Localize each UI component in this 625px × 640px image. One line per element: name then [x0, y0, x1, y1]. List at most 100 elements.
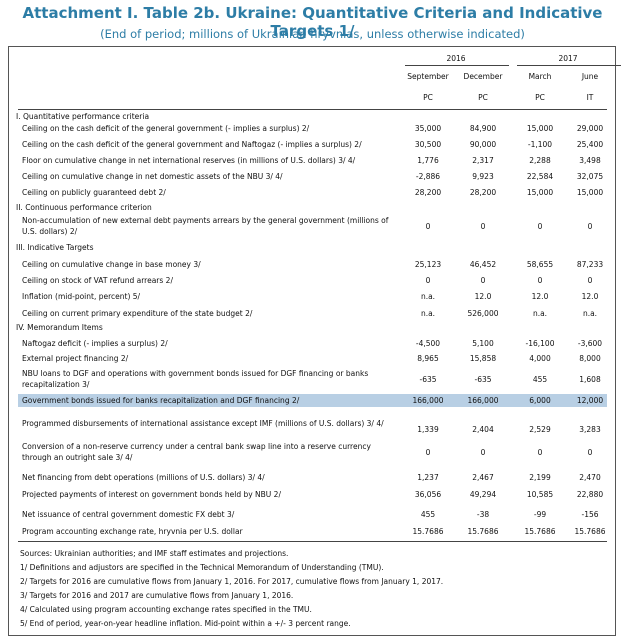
footnote: 1/ Definitions and adjustors are specifi…: [20, 563, 384, 572]
row-value: 10,585: [526, 490, 554, 499]
footnote: Sources: Ukrainian authorities; and IMF …: [20, 549, 289, 558]
row-label: Ceiling on cumulative change in base mon…: [22, 260, 201, 269]
row-value: n.a.: [420, 309, 436, 318]
row-value: n.a.: [420, 292, 436, 301]
row-value: 0: [480, 448, 486, 457]
row-value: 36,056: [414, 490, 442, 499]
row-value: 2,529: [529, 425, 551, 434]
code-header: PC: [478, 93, 488, 102]
row-value: 0: [425, 448, 431, 457]
row-value: 15.7686: [574, 527, 606, 536]
row-value: 3,283: [579, 425, 601, 434]
row-label: Program accounting exchange rate, hryvni…: [22, 527, 243, 536]
row-value: 87,233: [576, 260, 604, 269]
title: Attachment I. Table 2b. Ukraine: Quantit…: [22, 4, 603, 40]
row-label: Net issuance of central government domes…: [22, 510, 235, 519]
row-value: 4,000: [529, 354, 551, 363]
row-value: -156: [581, 510, 599, 519]
row-value: 8,000: [579, 354, 601, 363]
row-value: 12.0: [581, 292, 599, 301]
row-label: NBU loans to DGF and operations with gov…: [22, 369, 369, 389]
code-header: IT: [586, 93, 594, 102]
row-value: -2,886: [415, 172, 441, 181]
row-value: -38: [476, 510, 490, 519]
row-value: 22,584: [526, 172, 554, 181]
row-label: Government bonds issued for banks recapi…: [22, 396, 300, 405]
month-header: December: [463, 72, 503, 81]
row-value: 32,075: [576, 172, 604, 181]
year-rule: [517, 65, 621, 66]
year-header: 2016: [446, 54, 466, 63]
row-label: Projected payments of interest on govern…: [22, 490, 281, 499]
row-value: 2,288: [529, 156, 551, 165]
row-value: 0: [480, 222, 486, 231]
row-label: Ceiling on the cash deficit of the gener…: [22, 140, 362, 149]
section-label: III. Indicative Targets: [16, 243, 94, 252]
row-value: n.a.: [582, 309, 598, 318]
row-value: 0: [537, 448, 543, 457]
row-value: 12.0: [531, 292, 549, 301]
row-label: Ceiling on stock of VAT refund arrears 2…: [22, 276, 173, 285]
footnote: 3/ Targets for 2016 and 2017 are cumulat…: [20, 591, 294, 600]
row-value: 1,237: [417, 473, 439, 482]
row-value: 0: [587, 222, 593, 231]
row-value: -99: [533, 510, 547, 519]
row-value: 22,880: [576, 490, 604, 499]
highlight-band: [18, 394, 607, 407]
row-value: 15.7686: [524, 527, 556, 536]
row-label: Conversion of a non-reserve currency und…: [22, 442, 371, 462]
row-label: Inflation (mid-point, percent) 5/: [22, 292, 141, 301]
row-value: 2,317: [472, 156, 494, 165]
row-label: Ceiling on current primary expenditure o…: [22, 309, 253, 318]
month-header: September: [407, 72, 449, 81]
row-value: 166,000: [412, 396, 444, 405]
row-value: 25,400: [576, 140, 604, 149]
row-value: 6,000: [529, 396, 551, 405]
row-value: 0: [480, 276, 486, 285]
row-value: -4,500: [415, 339, 441, 348]
row-value: 0: [425, 276, 431, 285]
row-value: 28,200: [469, 188, 497, 197]
year-rule: [405, 65, 509, 66]
code-header: PC: [535, 93, 545, 102]
section-label: IV. Memorandum Items: [16, 323, 103, 332]
row-value: 58,655: [526, 260, 554, 269]
row-value: 526,000: [467, 309, 499, 318]
row-value: 1,776: [417, 156, 439, 165]
section-label: I. Quantitative performance criteria: [16, 112, 150, 121]
row-value: 35,000: [414, 124, 442, 133]
row-value: 28,200: [414, 188, 442, 197]
row-value: 8,965: [417, 354, 439, 363]
row-value: 3,498: [579, 156, 601, 165]
table-bottom-rule: [18, 541, 607, 542]
row-value: 2,467: [472, 473, 494, 482]
header-rule: [18, 109, 607, 110]
row-value: 0: [587, 448, 593, 457]
row-value: 455: [532, 375, 548, 384]
row-value: -1,100: [527, 140, 553, 149]
row-value: 2,470: [579, 473, 601, 482]
row-value: 15,000: [526, 188, 554, 197]
row-value: 84,900: [469, 124, 497, 133]
row-value: -635: [419, 375, 437, 384]
row-value: -635: [474, 375, 492, 384]
row-value: 25,123: [414, 260, 442, 269]
row-value: 166,000: [467, 396, 499, 405]
row-value: 2,199: [529, 473, 551, 482]
table-frame: [8, 46, 616, 636]
row-label: Net financing from debt operations (mill…: [22, 473, 265, 482]
row-label: Ceiling on cumulative change in net dome…: [22, 172, 283, 181]
row-value: 0: [537, 276, 543, 285]
row-value: 90,000: [469, 140, 497, 149]
row-value: 15,858: [469, 354, 497, 363]
row-label: Ceiling on the cash deficit of the gener…: [22, 124, 310, 133]
footnote: 5/ End of period, year-on-year headline …: [20, 619, 351, 628]
row-value: -16,100: [525, 339, 555, 348]
year-header: 2017: [558, 54, 578, 63]
row-value: 30,500: [414, 140, 442, 149]
row-label: Non-accumulation of new external debt pa…: [22, 216, 389, 236]
row-value: 12,000: [576, 396, 604, 405]
row-label: External project financing 2/: [22, 354, 129, 363]
row-value: 15.7686: [467, 527, 499, 536]
